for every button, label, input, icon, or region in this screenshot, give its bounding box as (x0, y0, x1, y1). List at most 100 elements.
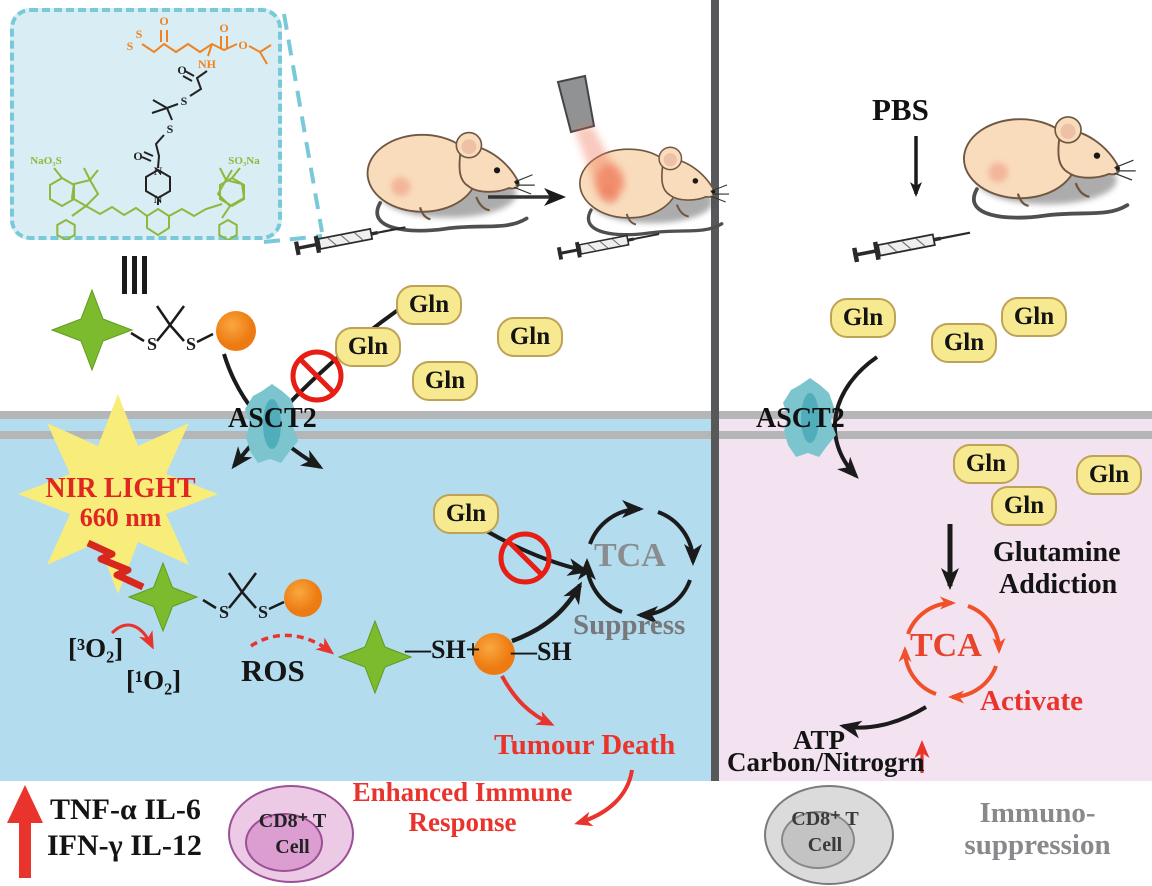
syringe-pbs (850, 222, 973, 266)
syringe-treated (555, 225, 662, 263)
svg-text:N: N (154, 164, 163, 178)
lightning-bolt-icon (86, 539, 145, 591)
tca-label-left: TCA (594, 537, 666, 574)
suppress-label: Suppress (573, 609, 686, 641)
svg-text:NaO₃S: NaO₃S (30, 155, 61, 167)
svg-text:S: S (127, 39, 134, 53)
linker (141, 70, 208, 205)
triplet-oxygen-label: [³O₂] (68, 633, 124, 663)
cytokines-line1: TNF-α IL-6 (50, 793, 201, 826)
thiol-plus-label: —SH+ (405, 635, 481, 664)
gln-label: Gln (408, 291, 450, 318)
svg-text:O: O (177, 63, 186, 77)
released-quencher-ball (473, 633, 515, 675)
nir-starburst (18, 394, 218, 594)
cytokine-up-arrow (7, 785, 43, 878)
gln-label: Gln (1088, 461, 1130, 488)
membrane-bar-top-right (719, 411, 1152, 419)
svg-text:N: N (154, 192, 163, 206)
tca-to-atp-arrow (839, 705, 928, 739)
laser-device (556, 74, 624, 200)
sulfur-label: S (186, 334, 196, 354)
sulfur-label: S (219, 602, 229, 622)
cd8-tcell-active-inner (245, 813, 323, 872)
cytokines-line2: IFN-γ IL-12 (47, 829, 202, 862)
tumour-death-arrow (500, 675, 555, 726)
gln-label: Gln (1003, 492, 1045, 519)
gln-label: Gln (965, 450, 1007, 477)
pbs-label: PBS (872, 92, 929, 127)
svg-text:O: O (219, 21, 228, 35)
gln-pill: Gln (1001, 297, 1067, 337)
singlet-oxygen-arrow (110, 623, 154, 650)
compound-structure: S S O O O NH O S S O N N (30, 14, 272, 240)
cd8-active-label-line1: CD8⁺ T (258, 810, 327, 832)
quencher-ball (216, 311, 256, 351)
mouse-injected (368, 133, 535, 231)
gln-pill: Gln (335, 327, 401, 367)
singlet-oxygen-label: [¹O₂] (126, 665, 182, 695)
linker-labels: O S S O N N (133, 63, 187, 206)
gln-label: Gln (445, 500, 487, 527)
gln-pill: Gln (412, 361, 478, 401)
orange-moiety (141, 30, 272, 65)
enhanced-immune-label-line1: Enhanced Immune (352, 777, 573, 807)
svg-text:S: S (167, 122, 174, 136)
gln-pill: Gln (953, 444, 1019, 484)
panel-divider (711, 0, 719, 781)
sulfur-label: S (258, 602, 268, 622)
dye-structure (49, 167, 246, 240)
cd8-tcell-suppressed-inner (781, 811, 855, 869)
blocked-sign-tca (498, 531, 552, 585)
asct2-label-right: ASCT2 (756, 403, 845, 434)
photosensitizer-star (50, 288, 134, 372)
membrane-bar-top-left (0, 411, 711, 419)
nir-light-label: NIR LIGHT (45, 473, 196, 504)
ros-label: ROS (241, 653, 305, 688)
carbon-nitrogen-label: Carbon/Nitrogrn (727, 747, 925, 777)
callout-dashed-lines (263, 13, 324, 244)
svg-text:S: S (136, 27, 143, 41)
compound-schematic-extracellular: S S (50, 288, 256, 372)
membrane-bar-bottom-left (0, 431, 711, 439)
gln-pill: Gln (497, 317, 563, 357)
gln-pill: Gln (433, 494, 499, 534)
svg-text:O: O (159, 14, 168, 28)
svg-text:O: O (238, 38, 247, 52)
activate-label: Activate (980, 685, 1084, 717)
tca-cycle-right (898, 596, 1006, 704)
blocked-sign-membrane (290, 349, 344, 403)
svg-text:NH: NH (198, 57, 217, 71)
mouse-pbs-control (964, 117, 1136, 218)
svg-text:O: O (133, 149, 142, 163)
gln-label: Gln (1013, 303, 1055, 330)
thiol-to-tca-arrow (511, 581, 582, 644)
gln-pill: Gln (931, 323, 997, 363)
thiol-label: —SH (511, 637, 572, 666)
svg-text:S: S (181, 94, 188, 108)
released-photosensitizer-star (337, 619, 413, 695)
gln-label: Gln (509, 323, 551, 350)
quencher-ball (284, 579, 322, 617)
uptake-arrow-control (832, 355, 879, 479)
glutamine-addiction-line1: Glutamine (993, 537, 1121, 568)
tca-label-right: TCA (910, 627, 982, 664)
svg-text:SO₃Na: SO₃Na (228, 155, 260, 167)
dye-labels: NaO₃S SO₃Na (30, 155, 260, 167)
orange-moiety-labels: S S O O O NH (127, 14, 248, 71)
membrane-bar-bottom-right (719, 431, 1152, 439)
tca-cycle-left (577, 499, 703, 625)
glutamine-addiction-line2: Addiction (999, 569, 1118, 600)
immunosuppression-line2: suppression (964, 829, 1111, 861)
gln-pill: Gln (1076, 455, 1142, 495)
gln-pill: Gln (396, 285, 462, 325)
nir-wavelength-label: 660 nm (79, 503, 162, 532)
photosensitizer-star (127, 561, 199, 633)
compound-schematic-intracellular: S S (127, 561, 322, 633)
gln-label: Gln (347, 333, 389, 360)
cd8-suppressed-label-line1: CD8⁺ T (791, 808, 859, 830)
ros-cleavage-arrow (250, 633, 335, 655)
sulfur-label: S (147, 334, 157, 354)
atp-label: ATP (793, 725, 845, 755)
